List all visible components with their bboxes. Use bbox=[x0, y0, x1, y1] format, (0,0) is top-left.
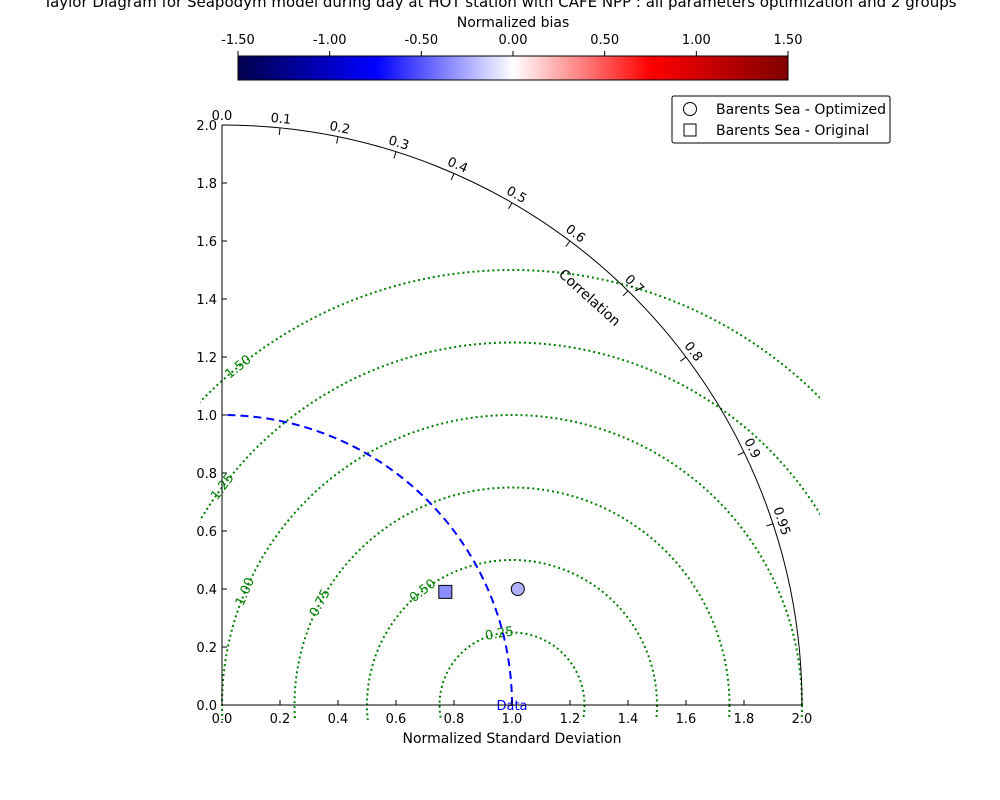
outer-axis-arc bbox=[221, 124, 803, 706]
correlation-tick bbox=[622, 290, 629, 297]
colorbar-tick-label: 0.50 bbox=[590, 33, 619, 48]
correlation-tick-label: 0.2 bbox=[328, 119, 351, 138]
correlation-tick-label: 0.95 bbox=[769, 505, 792, 537]
x-tick-label: 0.4 bbox=[328, 712, 349, 727]
correlation-tick bbox=[680, 356, 687, 362]
x-tick-label: 0.0 bbox=[212, 712, 233, 727]
y-tick-label: 0.6 bbox=[196, 525, 217, 540]
legend-label-optimized: Barents Sea - Optimized bbox=[716, 102, 886, 118]
correlation-tick-label: 0.1 bbox=[270, 111, 292, 128]
correlation-tick-label: 0.5 bbox=[504, 184, 529, 207]
legend-marker-optimized bbox=[683, 102, 697, 116]
correlation-tick-label: 0.6 bbox=[562, 222, 588, 246]
x-tick-label: 1.8 bbox=[734, 712, 755, 727]
colorbar bbox=[237, 55, 789, 81]
x-axis-ticks: 0.0 0.2 0.4 0.6 0.8 1.0 1.2 1.4 1.6 1.8 2.0 bbox=[212, 700, 813, 727]
y-tick-label: 2.0 bbox=[196, 119, 217, 134]
y-tick-label: 1.8 bbox=[196, 177, 217, 192]
y-tick-label: 0.0 bbox=[196, 699, 217, 714]
correlation-tick bbox=[450, 173, 455, 181]
y-axis-ticks: 0.0 0.2 0.4 0.6 0.8 1.0 1.2 1.4 1.6 1.8 2.0 bbox=[196, 119, 227, 714]
x-tick-label: 1.2 bbox=[560, 712, 581, 727]
colorbar-tick-label: -1.50 bbox=[221, 33, 255, 48]
chart-title: Taylor Diagram for Seapodym model during… bbox=[42, 0, 956, 11]
x-axis-label: Normalized Standard Deviation bbox=[403, 731, 622, 747]
y-tick-label: 1.6 bbox=[196, 235, 217, 250]
rms-contour-labels: 0.250.500.751.001.251.50 bbox=[208, 352, 515, 644]
rms-contour-label: 1.50 bbox=[223, 352, 255, 382]
y-tick-label: 0.4 bbox=[196, 583, 217, 598]
correlation-tick-label: 0.9 bbox=[740, 436, 763, 461]
correlation-tick bbox=[766, 523, 774, 527]
rms-contour-label: 0.75 bbox=[307, 587, 334, 620]
correlation-tick bbox=[393, 151, 397, 159]
reference-label: Data bbox=[496, 699, 527, 714]
rms-contour-label: 0.50 bbox=[407, 576, 439, 606]
point-original bbox=[438, 584, 453, 599]
correlation-ticks: 0.0 0.1 0.20.30.40.50.60.70.80.90.95 bbox=[212, 109, 793, 537]
y-tick-label: 1.4 bbox=[196, 293, 217, 308]
x-tick-label: 0.8 bbox=[444, 712, 465, 727]
colorbar-tick-label: 1.00 bbox=[682, 33, 711, 48]
x-tick-label: 2.0 bbox=[792, 712, 813, 727]
correlation-tick-label: 0.3 bbox=[386, 133, 410, 154]
legend: Barents Sea - Optimized Barents Sea - Or… bbox=[671, 95, 891, 144]
correlation-tick-label: 0.4 bbox=[445, 155, 470, 177]
colorbar-ticks: -1.50 -1.00 -0.50 0.00 0.50 1.00 1.50 bbox=[221, 33, 802, 56]
x-tick-label: 1.0 bbox=[502, 712, 523, 727]
correlation-tick-label: 0.0 bbox=[212, 109, 233, 124]
legend-box bbox=[671, 95, 891, 144]
data-points bbox=[438, 582, 525, 599]
rms-contour-label: 1.00 bbox=[233, 576, 258, 609]
legend-label-original: Barents Sea - Original bbox=[716, 123, 869, 139]
correlation-tick bbox=[737, 451, 745, 456]
colorbar-tick-label: -1.00 bbox=[313, 33, 347, 48]
rms-contour bbox=[293, 486, 731, 720]
colorbar-tick-label: 1.50 bbox=[774, 33, 803, 48]
x-tick-label: 0.2 bbox=[270, 712, 291, 727]
y-tick-label: 0.2 bbox=[196, 641, 217, 656]
point-optimized bbox=[510, 582, 525, 596]
reference-std-arc bbox=[221, 414, 513, 706]
correlation-tick bbox=[278, 127, 281, 135]
colorbar-label: Normalized bias bbox=[457, 15, 570, 31]
y-tick-label: 1.2 bbox=[196, 351, 217, 366]
correlation-tick bbox=[565, 240, 571, 247]
correlation-tick-label: 0.8 bbox=[681, 339, 705, 365]
x-tick-label: 1.6 bbox=[676, 712, 697, 727]
colorbar-tick-label: -0.50 bbox=[405, 33, 439, 48]
y-tick-label: 1.0 bbox=[196, 409, 217, 424]
correlation-tick bbox=[508, 202, 513, 210]
legend-marker-original bbox=[683, 123, 697, 137]
x-tick-label: 0.6 bbox=[386, 712, 407, 727]
x-tick-label: 1.4 bbox=[618, 712, 639, 727]
y-tick-label: 0.8 bbox=[196, 467, 217, 482]
correlation-tick bbox=[336, 136, 339, 144]
rms-contour-label: 0.25 bbox=[484, 624, 515, 644]
colorbar-tick-label: 0.00 bbox=[499, 33, 528, 48]
